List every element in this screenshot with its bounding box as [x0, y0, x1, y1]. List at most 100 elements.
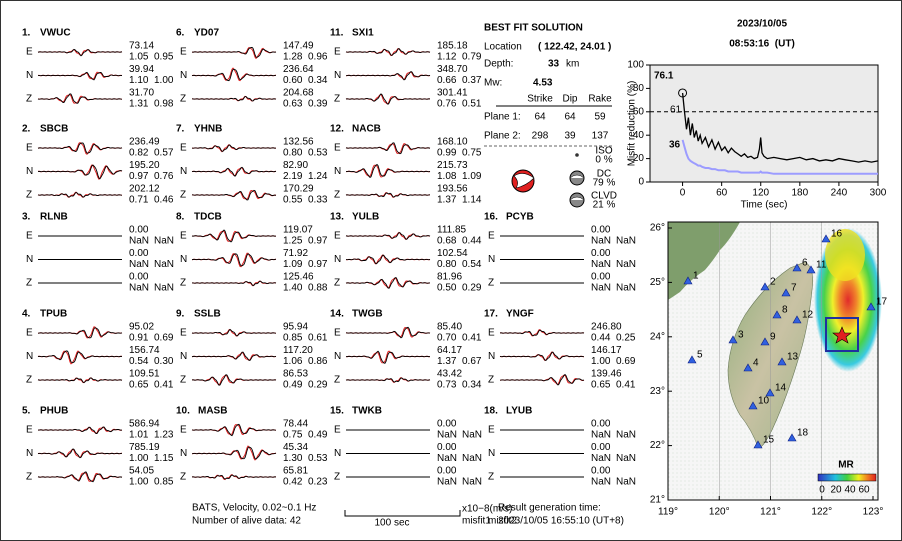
misfit1: 0.71 [129, 195, 149, 206]
plane-value: 64 [564, 112, 576, 123]
misfit2: NaN [154, 236, 174, 247]
amplitude: 85.40 [437, 322, 462, 333]
misfit1: NaN [437, 477, 457, 488]
observed-waveform [191, 189, 277, 201]
station-number: 4. [22, 309, 31, 320]
observed-waveform [345, 93, 431, 105]
station-map-label: 4 [753, 358, 759, 369]
misfit1: 0.70 [437, 333, 457, 344]
observed-waveform [345, 71, 431, 81]
misfit2: 0.69 [154, 333, 174, 344]
mw: 4.53 [533, 78, 553, 89]
misfit2: 0.23 [308, 477, 328, 488]
component: N [334, 254, 341, 265]
station-map-label: 8 [782, 305, 788, 316]
station-marker [821, 234, 831, 243]
station-marker [748, 401, 758, 410]
station-number: 5. [22, 406, 31, 417]
plane-value: 298 [532, 131, 549, 142]
plane-value: 39 [564, 131, 576, 142]
misfit2: 0.57 [154, 148, 174, 159]
station-marker [687, 355, 697, 364]
station-marker [806, 265, 816, 274]
x-tick-label: 0 [680, 188, 686, 199]
misfit1: 0.44 [591, 333, 611, 344]
component: E [488, 425, 495, 436]
station-map-label: 3 [738, 330, 744, 341]
station-map-label: 15 [763, 435, 775, 446]
station-marker [787, 433, 797, 442]
misfit2: 0.61 [308, 333, 328, 344]
component: Z [26, 472, 32, 483]
misfit2: NaN [616, 453, 636, 464]
misfit2: 0.30 [154, 356, 174, 367]
observed-waveform [499, 329, 585, 337]
lat-label: 21° [650, 495, 665, 506]
amplitude: 170.29 [283, 184, 314, 195]
component: Z [180, 190, 186, 201]
misfit1: 1.12 [437, 52, 457, 63]
series-line [681, 139, 878, 175]
component: N [26, 70, 33, 81]
amplitude: 0.00 [437, 442, 457, 453]
lon-label: 119° [658, 507, 678, 518]
amplitude: 0.00 [591, 248, 611, 259]
misfit1: 1.31 [129, 99, 149, 110]
component: Z [180, 472, 186, 483]
misfit2: 1.00 [154, 75, 174, 86]
component: E [26, 47, 33, 58]
observed-waveform [192, 280, 277, 287]
misfit1: 1.37 [437, 356, 457, 367]
amplitude: 0.00 [591, 272, 611, 283]
component: E [26, 231, 33, 242]
misfit1: 0.49 [283, 380, 303, 391]
amplitude: 132.56 [283, 137, 314, 148]
station-marker [772, 310, 782, 319]
misfit2: NaN [616, 477, 636, 488]
station-number: 2. [22, 124, 31, 135]
component: E [334, 143, 341, 154]
component: N [180, 351, 187, 362]
observed-waveform [191, 446, 277, 460]
component: N [26, 166, 33, 177]
misfit2: 1.24 [308, 171, 328, 182]
misfit2: 0.54 [462, 259, 482, 270]
iso-ball [575, 153, 579, 157]
amplitude: 78.44 [283, 419, 308, 430]
station-marker [743, 363, 753, 372]
misfit1: 0.42 [283, 477, 303, 488]
component: Z [334, 375, 340, 386]
component: E [180, 231, 187, 242]
misfit2: NaN [154, 283, 174, 294]
misfit2: NaN [616, 430, 636, 441]
misfit2: 0.98 [154, 99, 174, 110]
station-marker [792, 315, 802, 324]
observed-waveform [345, 232, 431, 240]
component: E [488, 328, 495, 339]
station-name: RLNB [40, 212, 68, 223]
station-name: TWGB [352, 309, 383, 320]
plane-label: Plane 2: [484, 131, 521, 142]
amplitude: 125.46 [283, 272, 314, 283]
misfit1: 0.80 [283, 148, 303, 159]
component-percent: 79 % [593, 178, 616, 189]
misfit1: NaN [591, 453, 611, 464]
station-marker [777, 357, 787, 366]
component: E [334, 328, 341, 339]
plane-value: 59 [594, 112, 606, 123]
observed-waveform [38, 71, 123, 81]
observed-waveform [37, 142, 123, 154]
x-tick-label: 60 [716, 188, 728, 199]
amplitude: 81.96 [437, 272, 462, 283]
observed-waveform [191, 351, 277, 361]
station-map-label: 2 [770, 277, 776, 288]
misfit2: 0.33 [308, 195, 328, 206]
peak-marker [678, 88, 688, 98]
misfit2: NaN [616, 259, 636, 270]
observed-waveform [191, 166, 277, 177]
observed-waveform [345, 48, 431, 56]
observed-waveform [345, 192, 431, 198]
amplitude: 139.46 [591, 369, 622, 380]
y-tick-label: 40 [633, 130, 645, 141]
station-number: 17. [484, 309, 498, 320]
